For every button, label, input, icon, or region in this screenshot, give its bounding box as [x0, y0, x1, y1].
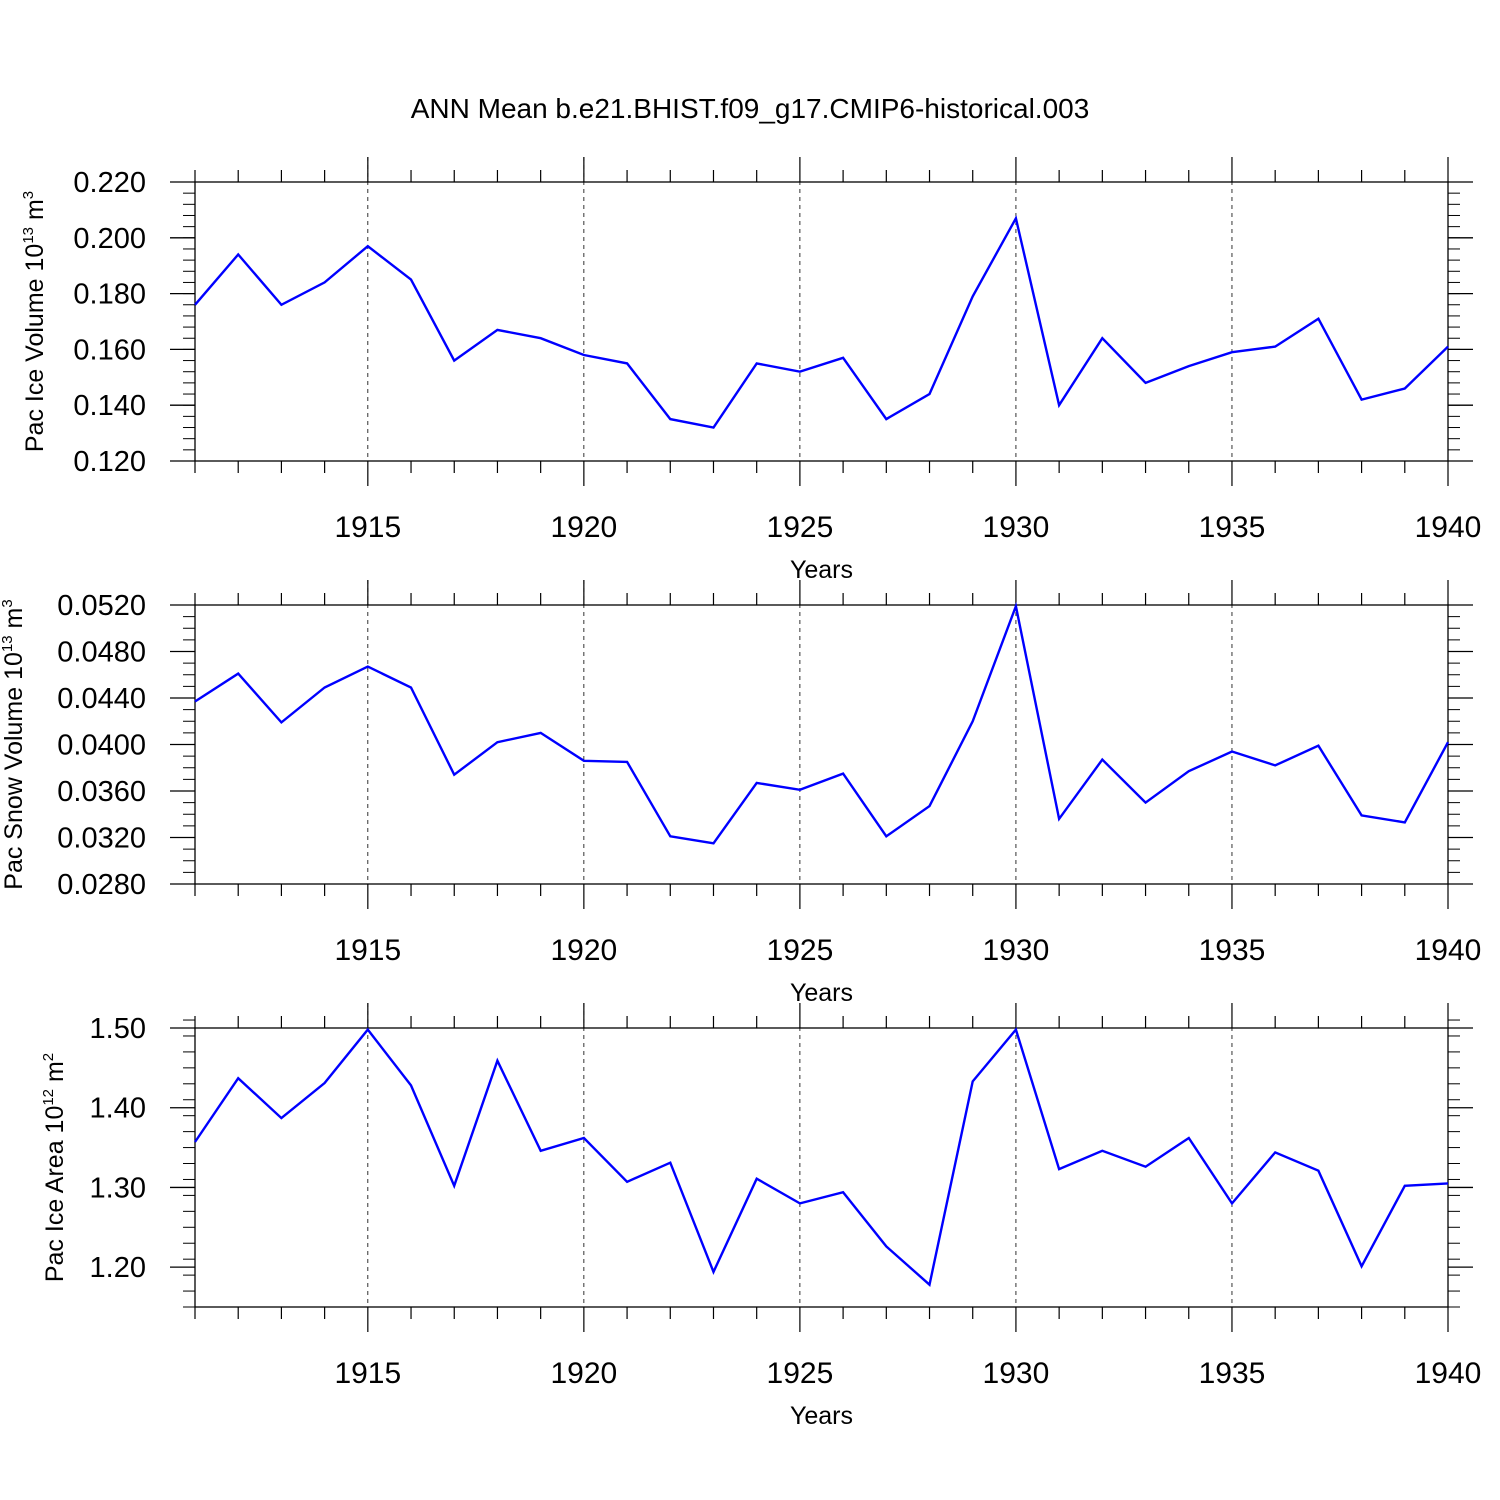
panels: 0.120 0.140 0.160 0.180 0.200 0.220 1915 1920 19…: [0, 157, 1481, 1430]
x-axis-label: Years: [790, 979, 853, 1007]
y-axis-label-superscript: 13: [20, 227, 37, 244]
x-tick-label: 1930: [983, 934, 1050, 967]
plot-frame: [194, 1027, 1449, 1308]
y-axis-label-part: Pac Ice Volume 10: [21, 244, 49, 452]
x-tick-label: 1935: [1199, 934, 1266, 967]
x-tick-label: 1925: [767, 511, 834, 544]
series-line-pac-snow-volume: [194, 601, 1450, 845]
y-axis-label-part: m: [0, 608, 28, 636]
y-tick-label: 0.0320: [57, 823, 146, 855]
y-tick-label: 0.120: [73, 446, 146, 478]
y-axis-label-part: m: [21, 199, 49, 227]
y-axis-label-part: m: [41, 1061, 69, 1089]
y-axis-label: Pac Ice Area 1012 m2: [40, 1053, 69, 1282]
x-tick-label: 1940: [1415, 511, 1482, 544]
chart-panel-2: 0.0280 0.0320 0.0360 0.0400 0.0440 0.0480 0.05…: [0, 580, 1481, 1007]
y-tick-label: 0.0360: [57, 776, 146, 808]
y-tick-label: 0.200: [73, 223, 146, 255]
chart-panel-3: 1.20 1.30 1.40 1.50 1915 1920 1925 1930 1935 1940…: [40, 1003, 1481, 1430]
y-tick-label: 0.140: [73, 390, 146, 422]
series-line-pac-ice-area: [194, 1027, 1449, 1287]
x-tick-label: 1925: [767, 934, 834, 967]
x-tick-label: 1930: [983, 511, 1050, 544]
x-tick-label: 1915: [334, 934, 401, 967]
y-tick-label: 0.0480: [57, 637, 146, 669]
y-tick-label: 0.0400: [57, 730, 146, 762]
plot-frame: [194, 181, 1449, 462]
y-axis-label-part: Pac Ice Area 10: [41, 1106, 69, 1283]
y-axis-label-part: Pac Snow Volume 10: [0, 652, 28, 890]
y-axis-label: Pac Ice Volume 1013 m3: [20, 191, 49, 452]
y-axis-label: Pac Snow Volume 1013 m3: [0, 599, 28, 889]
figure-title: ANN Mean b.e21.BHIST.f09_g17.CMIP6-histo…: [411, 93, 1090, 124]
x-tick-label: 1925: [767, 1357, 834, 1390]
y-tick-label: 0.160: [73, 334, 146, 366]
x-tick-label: 1940: [1415, 1357, 1482, 1390]
y-tick-label: 0.0280: [57, 869, 146, 901]
y-axis-label-superscript: 2: [40, 1053, 57, 1061]
chart-panel-1: 0.120 0.140 0.160 0.180 0.200 0.220 1915 1920 19…: [20, 157, 1481, 584]
y-tick-label: 0.220: [73, 167, 146, 199]
y-axis-label-superscript: 13: [0, 635, 16, 652]
x-tick-label: 1930: [983, 1357, 1050, 1390]
y-tick-label: 1.50: [90, 1013, 146, 1045]
x-tick-label: 1920: [550, 934, 617, 967]
y-tick-label: 1.40: [90, 1093, 146, 1125]
x-tick-label: 1915: [334, 511, 401, 544]
y-tick-label: 1.20: [90, 1252, 146, 1284]
x-tick-label: 1915: [334, 1357, 401, 1390]
plot-frame: [194, 604, 1449, 885]
y-tick-label: 0.0520: [57, 590, 146, 622]
x-axis-label: Years: [790, 556, 853, 584]
y-tick-label: 0.0440: [57, 683, 146, 715]
y-axis-label-superscript: 12: [40, 1089, 57, 1106]
y-axis-label-superscript: 3: [20, 191, 37, 199]
x-tick-label: 1935: [1199, 511, 1266, 544]
x-tick-label: 1920: [550, 511, 617, 544]
y-tick-label: 1.30: [90, 1172, 146, 1204]
x-tick-label: 1920: [550, 1357, 617, 1390]
x-tick-label: 1935: [1199, 1357, 1266, 1390]
y-axis-label-superscript: 3: [0, 599, 16, 607]
x-tick-label: 1940: [1415, 934, 1482, 967]
series-line-pac-ice-volume: [194, 214, 1449, 429]
y-tick-label: 0.180: [73, 279, 146, 311]
x-axis-label: Years: [790, 1402, 853, 1430]
